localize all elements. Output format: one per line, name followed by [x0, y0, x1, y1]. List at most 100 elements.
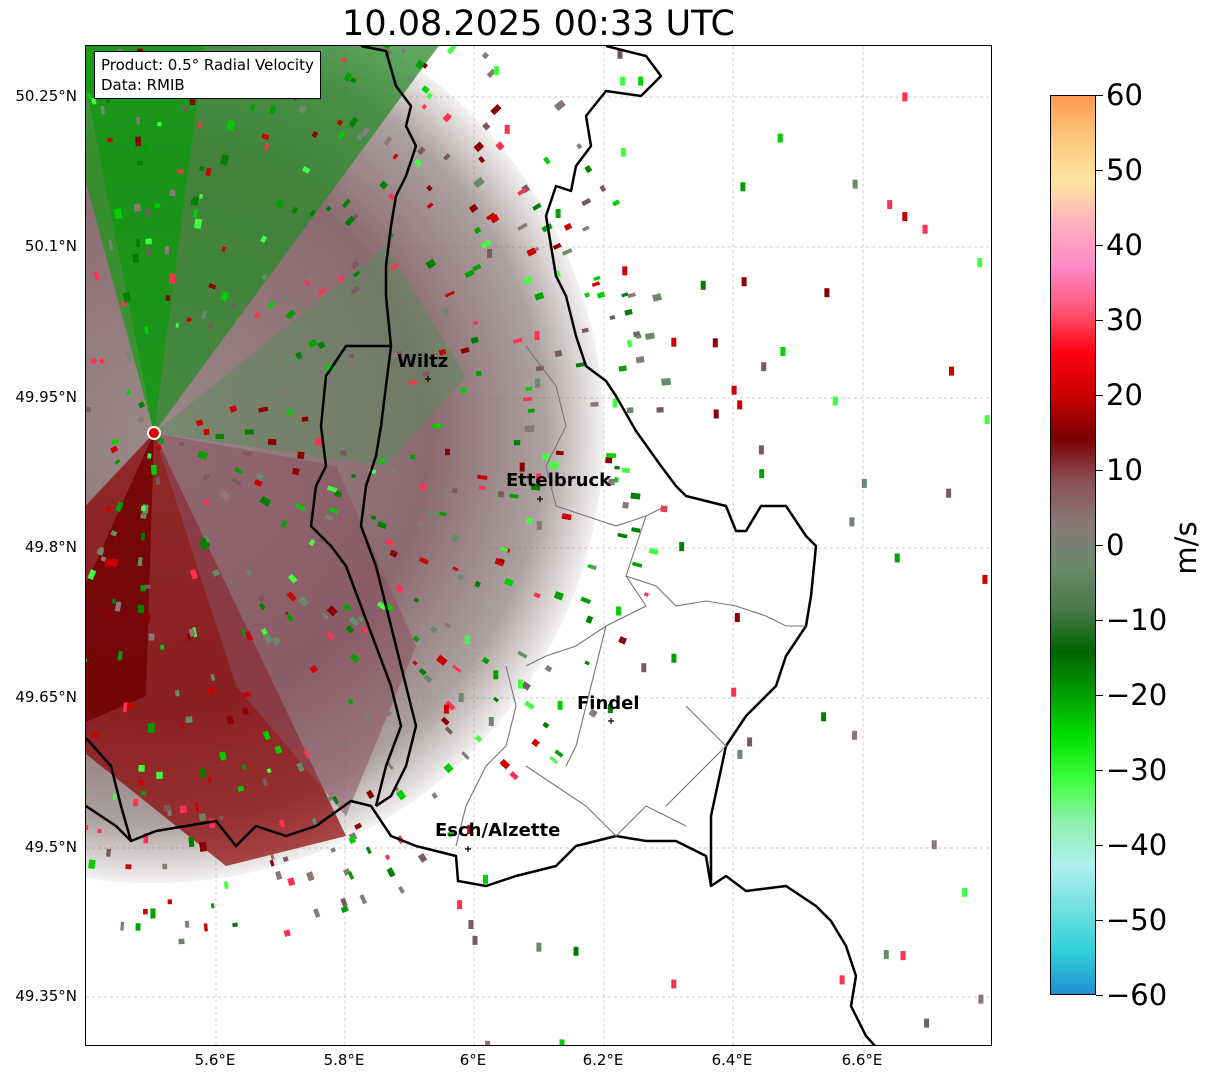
echo-pixel	[582, 225, 590, 232]
echo-pixel	[100, 608, 106, 614]
echo-pixel	[150, 464, 157, 475]
echo-pixel	[226, 715, 235, 725]
echo-pixel	[444, 622, 452, 629]
echo-pixel	[679, 542, 685, 552]
echo-pixel	[181, 106, 189, 112]
echo-pixel	[344, 215, 356, 227]
echo-pixel	[135, 923, 141, 931]
info-box: Product: 0.5° Radial Velocity Data: RMIB	[94, 51, 321, 99]
echo-pixel	[489, 214, 500, 224]
lat-label: 50.25°N	[15, 87, 77, 105]
echo-pixel	[452, 373, 460, 381]
echo-pixel	[671, 979, 677, 989]
echo-pixel	[627, 292, 636, 299]
echo-pixel	[982, 574, 988, 584]
echo-pixel	[313, 908, 321, 918]
echo-pixel	[260, 235, 268, 243]
echo-pixel	[185, 715, 193, 724]
echo-pixel	[244, 429, 254, 435]
echo-pixel	[517, 650, 528, 659]
echo-pixel	[553, 591, 564, 601]
echo-pixel	[534, 331, 540, 341]
echo-pixel	[366, 789, 375, 800]
echo-pixel	[464, 635, 470, 645]
echo-pixel	[337, 275, 345, 283]
echo-pixel	[110, 558, 119, 568]
echo-pixel	[413, 597, 420, 603]
echo-pixel	[492, 696, 500, 703]
echo-pixel	[111, 598, 117, 605]
echo-pixel	[262, 778, 269, 787]
radar-site-marker[interactable]	[147, 426, 161, 440]
echo-pixel	[386, 867, 396, 878]
echo-pixel	[351, 473, 357, 479]
echo-pixel	[624, 308, 633, 316]
echo-pixel	[509, 771, 519, 781]
colorbar-tick-mark	[1096, 170, 1103, 171]
echo-pixel	[155, 444, 163, 451]
echo-pixel	[398, 885, 405, 894]
echo-pixel	[712, 338, 718, 348]
echo-pixel	[303, 279, 312, 287]
echo-pixel	[553, 99, 566, 112]
echo-pixel	[412, 635, 420, 643]
echo-pixel	[643, 592, 649, 597]
echo-pixel	[443, 704, 449, 714]
echo-pixel	[298, 596, 310, 608]
echo-pixel	[232, 922, 238, 928]
echo-pixel	[202, 473, 210, 481]
echo-pixel	[104, 505, 113, 513]
echo-pixel	[946, 488, 952, 498]
echo-pixel	[587, 564, 594, 569]
echo-pixel	[270, 854, 275, 861]
echo-pixel	[340, 450, 347, 456]
colorbar-tick-label: −30	[1106, 753, 1168, 787]
echo-pixel	[481, 51, 490, 60]
echo-pixel	[304, 272, 314, 282]
echo-pixel	[144, 326, 149, 335]
echo-pixel	[261, 133, 270, 141]
echo-pixel	[341, 57, 347, 63]
radar-map-panel[interactable]	[85, 45, 992, 1046]
echo-pixel	[408, 380, 417, 386]
echo-pixel	[146, 208, 150, 218]
echo-pixel	[902, 92, 908, 102]
echo-pixel	[286, 591, 297, 602]
echo-pixel	[431, 792, 438, 799]
echo-pixel	[638, 76, 644, 86]
echo-pixel	[631, 527, 641, 533]
colorbar-tick-label: −60	[1106, 978, 1168, 1012]
echo-pixel	[117, 515, 125, 525]
echo-pixel	[452, 566, 459, 572]
echo-pixel	[596, 291, 606, 299]
echo-pixel	[350, 77, 357, 84]
echo-pixel	[125, 389, 132, 396]
echo-pixel	[606, 453, 617, 459]
colorbar-tick-mark	[1096, 320, 1103, 321]
canton-boundaries	[455, 345, 806, 847]
echo-pixel	[581, 197, 592, 207]
echo-pixel	[452, 664, 462, 673]
echo-pixel	[303, 749, 311, 759]
echo-pixel	[584, 292, 590, 298]
echo-pixel	[298, 104, 307, 114]
echo-pixel	[962, 887, 968, 897]
echo-pixel	[482, 122, 491, 131]
echo-pixel	[156, 436, 165, 445]
echo-pixel	[517, 222, 528, 231]
echo-pixel	[422, 62, 429, 69]
echo-pixel	[198, 813, 207, 821]
echo-pixel	[332, 795, 339, 805]
lon-label: 5.6°E	[194, 1051, 236, 1069]
echo-pixel	[110, 530, 118, 537]
echo-pixel	[106, 610, 115, 620]
echo-pixel	[444, 290, 455, 298]
echo-pixel	[199, 768, 207, 779]
echo-pixel	[219, 815, 224, 821]
echo-pixel	[219, 489, 231, 502]
echo-pixel	[499, 758, 511, 770]
echo-pixel	[554, 749, 564, 758]
echo-pixel	[205, 167, 212, 177]
echo-pixel	[271, 636, 282, 646]
colorbar-tick-mark	[1096, 920, 1103, 921]
